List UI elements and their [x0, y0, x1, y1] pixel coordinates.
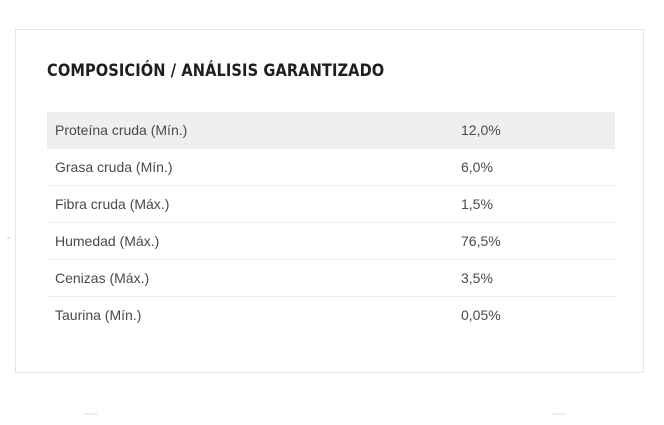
table-row: Taurina (Mín.) 0,05%: [47, 297, 615, 333]
nutrient-value: 1,5%: [461, 196, 493, 212]
table-row: Proteína cruda (Mín.) 12,0%: [47, 112, 615, 149]
nutrient-value: 12,0%: [461, 122, 501, 138]
nutrient-label: Proteína cruda (Mín.): [55, 122, 188, 138]
table-row: Grasa cruda (Mín.) 6,0%: [47, 149, 615, 186]
section-title: COMPOSICIÓN / ANÁLISIS GARANTIZADO: [47, 61, 385, 81]
table-row: Humedad (Máx.) 76,5%: [47, 223, 615, 260]
analysis-table: Proteína cruda (Mín.) 12,0% Grasa cruda …: [47, 112, 615, 333]
table-row: Fibra cruda (Máx.) 1,5%: [47, 186, 615, 223]
decorative-speck: [552, 413, 566, 415]
decorative-speck: [84, 413, 98, 415]
nutrient-value: 0,05%: [461, 307, 501, 323]
nutrient-label: Fibra cruda (Máx.): [55, 196, 170, 212]
nutrient-value: 76,5%: [461, 233, 501, 249]
nutrient-label: Cenizas (Máx.): [55, 270, 150, 286]
table-row: Cenizas (Máx.) 3,5%: [47, 260, 615, 297]
nutrient-label: Humedad (Máx.): [55, 233, 160, 249]
nutrient-label: Grasa cruda (Mín.): [55, 159, 173, 175]
guaranteed-analysis-card: COMPOSICIÓN / ANÁLISIS GARANTIZADO Prote…: [15, 29, 644, 373]
nutrient-value: 3,5%: [461, 270, 493, 286]
nutrient-value: 6,0%: [461, 159, 493, 175]
decorative-speck: [7, 237, 10, 239]
nutrient-label: Taurina (Mín.): [55, 307, 142, 323]
